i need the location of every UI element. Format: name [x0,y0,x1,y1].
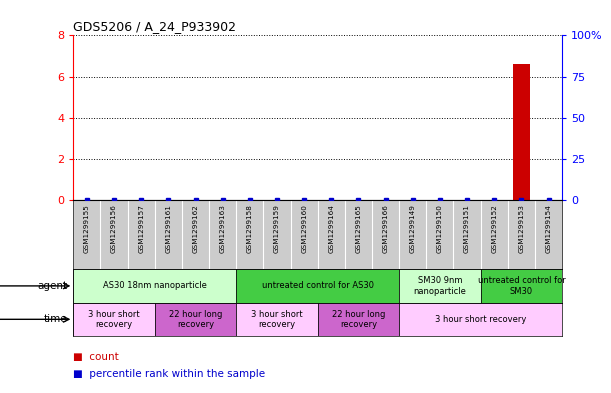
Text: GSM1299161: GSM1299161 [166,204,171,253]
Text: GSM1299162: GSM1299162 [192,204,199,253]
Text: GSM1299156: GSM1299156 [111,204,117,253]
Text: SM30 9nm
nanoparticle: SM30 9nm nanoparticle [414,276,466,296]
Text: untreated control for
SM30: untreated control for SM30 [478,276,565,296]
Text: 22 hour long
recovery: 22 hour long recovery [332,310,385,329]
Text: GSM1299150: GSM1299150 [437,204,443,253]
Text: time: time [43,314,67,324]
Text: GDS5206 / A_24_P933902: GDS5206 / A_24_P933902 [73,20,236,33]
Bar [481,269,562,303]
Text: ■  count: ■ count [73,352,119,362]
Text: GSM1299151: GSM1299151 [464,204,470,253]
Text: GSM1299153: GSM1299153 [518,204,524,253]
Text: GSM1299152: GSM1299152 [491,204,497,253]
Text: GSM1299160: GSM1299160 [301,204,307,253]
Text: 3 hour short recovery: 3 hour short recovery [435,315,526,324]
Bar [236,303,318,336]
Text: 3 hour short
recovery: 3 hour short recovery [251,310,303,329]
Text: ■  percentile rank within the sample: ■ percentile rank within the sample [73,369,265,379]
Text: GSM1299158: GSM1299158 [247,204,253,253]
Bar [73,269,236,303]
Bar [399,303,562,336]
Text: GSM1299155: GSM1299155 [84,204,90,253]
Text: GSM1299165: GSM1299165 [356,204,362,253]
Bar [155,303,236,336]
Text: 3 hour short
recovery: 3 hour short recovery [88,310,140,329]
Text: GSM1299154: GSM1299154 [546,204,552,253]
Text: AS30 18nm nanoparticle: AS30 18nm nanoparticle [103,281,207,290]
Bar [236,269,399,303]
Text: agent: agent [37,281,67,291]
Bar [399,269,481,303]
Text: untreated control for AS30: untreated control for AS30 [262,281,374,290]
Text: GSM1299164: GSM1299164 [328,204,334,253]
Text: GSM1299166: GSM1299166 [382,204,389,253]
Bar [318,303,399,336]
Text: 22 hour long
recovery: 22 hour long recovery [169,310,222,329]
Text: GSM1299157: GSM1299157 [138,204,144,253]
Bar [73,303,155,336]
Text: GSM1299163: GSM1299163 [220,204,225,253]
Bar [513,64,530,200]
Text: GSM1299159: GSM1299159 [274,204,280,253]
Text: GSM1299149: GSM1299149 [410,204,415,253]
